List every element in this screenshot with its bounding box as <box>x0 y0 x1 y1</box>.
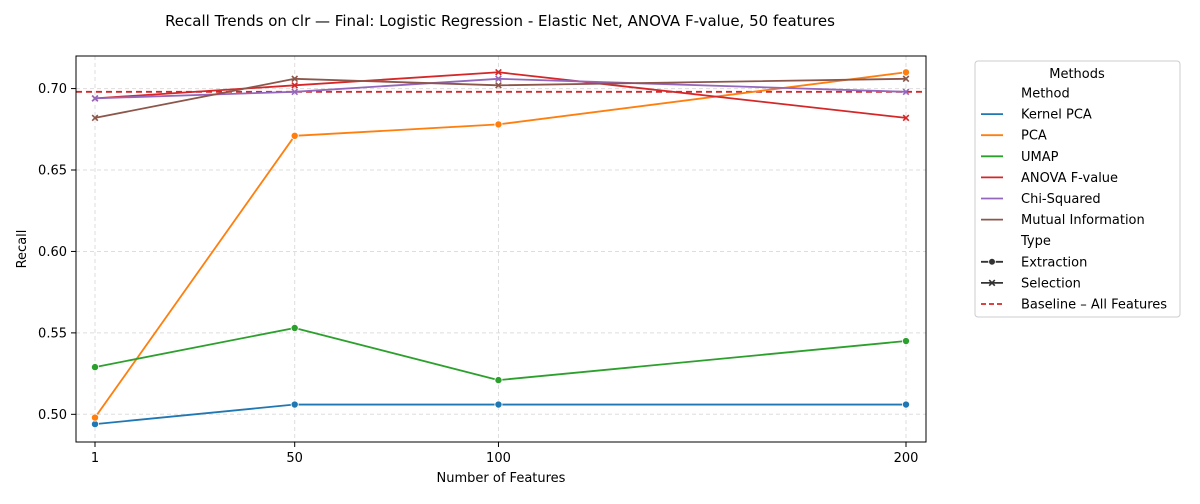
data-point <box>494 120 503 129</box>
legend-title: Methods <box>1049 67 1105 82</box>
marker-stroke <box>902 114 910 122</box>
grid <box>76 56 926 442</box>
marker-stroke <box>91 94 99 102</box>
marker-stroke <box>291 81 299 89</box>
series-line <box>94 403 906 425</box>
marker-stroke <box>291 75 299 83</box>
legend-label: Mutual Information <box>1021 213 1145 228</box>
series-line <box>94 327 907 382</box>
legend-header-method: Method <box>1021 87 1070 102</box>
data-point <box>902 68 911 77</box>
marker-stroke <box>902 88 910 96</box>
data-point <box>291 75 299 83</box>
data-point <box>495 68 502 76</box>
series-line <box>94 77 907 119</box>
axes: 1 50 100 200 0.50 0.55 0.60 0.65 0.70 <box>38 82 918 466</box>
y-tick-label: 0.60 <box>38 245 67 260</box>
series-layer <box>91 68 911 429</box>
data-point <box>290 400 299 409</box>
marker-stroke <box>495 81 502 89</box>
x-tick-label: 200 <box>894 451 919 466</box>
legend-label: PCA <box>1021 129 1047 144</box>
legend-label: Baseline – All Features <box>1021 298 1167 313</box>
y-tick-label: 0.70 <box>38 82 67 97</box>
series-line <box>94 71 907 119</box>
legend-items: Method Kernel PCA PCA UMAP ANOVA F-value Chi-… <box>981 87 1167 313</box>
data-point <box>91 363 100 372</box>
data-point <box>495 75 502 83</box>
legend: Methods Method Kernel PCA PCA UMAP ANOVA F-v… <box>974 60 1181 318</box>
series-kernel-pca <box>91 400 911 429</box>
data-point <box>291 81 299 89</box>
legend-label: UMAP <box>1021 150 1059 165</box>
series-line <box>94 77 907 100</box>
marker-stroke <box>902 75 910 83</box>
series-umap <box>91 323 911 385</box>
data-point <box>494 400 503 409</box>
y-tick-label: 0.50 <box>38 408 67 423</box>
marker-stroke <box>495 75 502 83</box>
y-tick-label: 0.55 <box>38 326 67 341</box>
legend-label: Selection <box>1021 276 1081 291</box>
marker-stroke <box>291 88 299 96</box>
data-point <box>290 323 299 332</box>
legend-box <box>974 60 1181 318</box>
legend-header-type: Type <box>1020 234 1051 249</box>
data-point <box>91 114 99 122</box>
x-tick-label: 1 <box>91 451 99 466</box>
y-tick-label: 0.65 <box>38 164 67 179</box>
legend-label: Kernel PCA <box>1021 108 1092 123</box>
legend-label: Chi-Squared <box>1021 192 1101 207</box>
marker-stroke <box>495 68 502 76</box>
data-point <box>902 114 910 122</box>
data-point <box>291 88 299 96</box>
data-point <box>902 88 910 96</box>
data-point <box>902 337 911 346</box>
data-point <box>494 376 503 385</box>
data-point <box>91 413 100 422</box>
x-tick-label: 50 <box>286 451 303 466</box>
data-point <box>495 81 502 89</box>
series-mutual-information <box>91 75 910 122</box>
chart-title: Recall Trends on clr — Final: Logistic R… <box>165 12 835 30</box>
marker-stroke <box>988 279 996 287</box>
legend-marker <box>988 279 996 287</box>
plot-frame <box>75 55 927 443</box>
data-point <box>290 131 299 140</box>
series-chi-squared <box>91 75 910 102</box>
legend-label: Extraction <box>1021 255 1087 270</box>
data-point <box>902 400 911 409</box>
series-pca <box>91 68 911 422</box>
series-line <box>94 71 907 419</box>
x-axis-label: Number of Features <box>437 471 566 486</box>
marker-stroke <box>91 114 99 122</box>
data-point <box>91 94 99 102</box>
data-point <box>902 75 910 83</box>
legend-label: ANOVA F-value <box>1021 171 1118 186</box>
y-axis-label: Recall <box>15 230 30 269</box>
x-tick-label: 100 <box>486 451 511 466</box>
legend-marker <box>988 257 996 266</box>
